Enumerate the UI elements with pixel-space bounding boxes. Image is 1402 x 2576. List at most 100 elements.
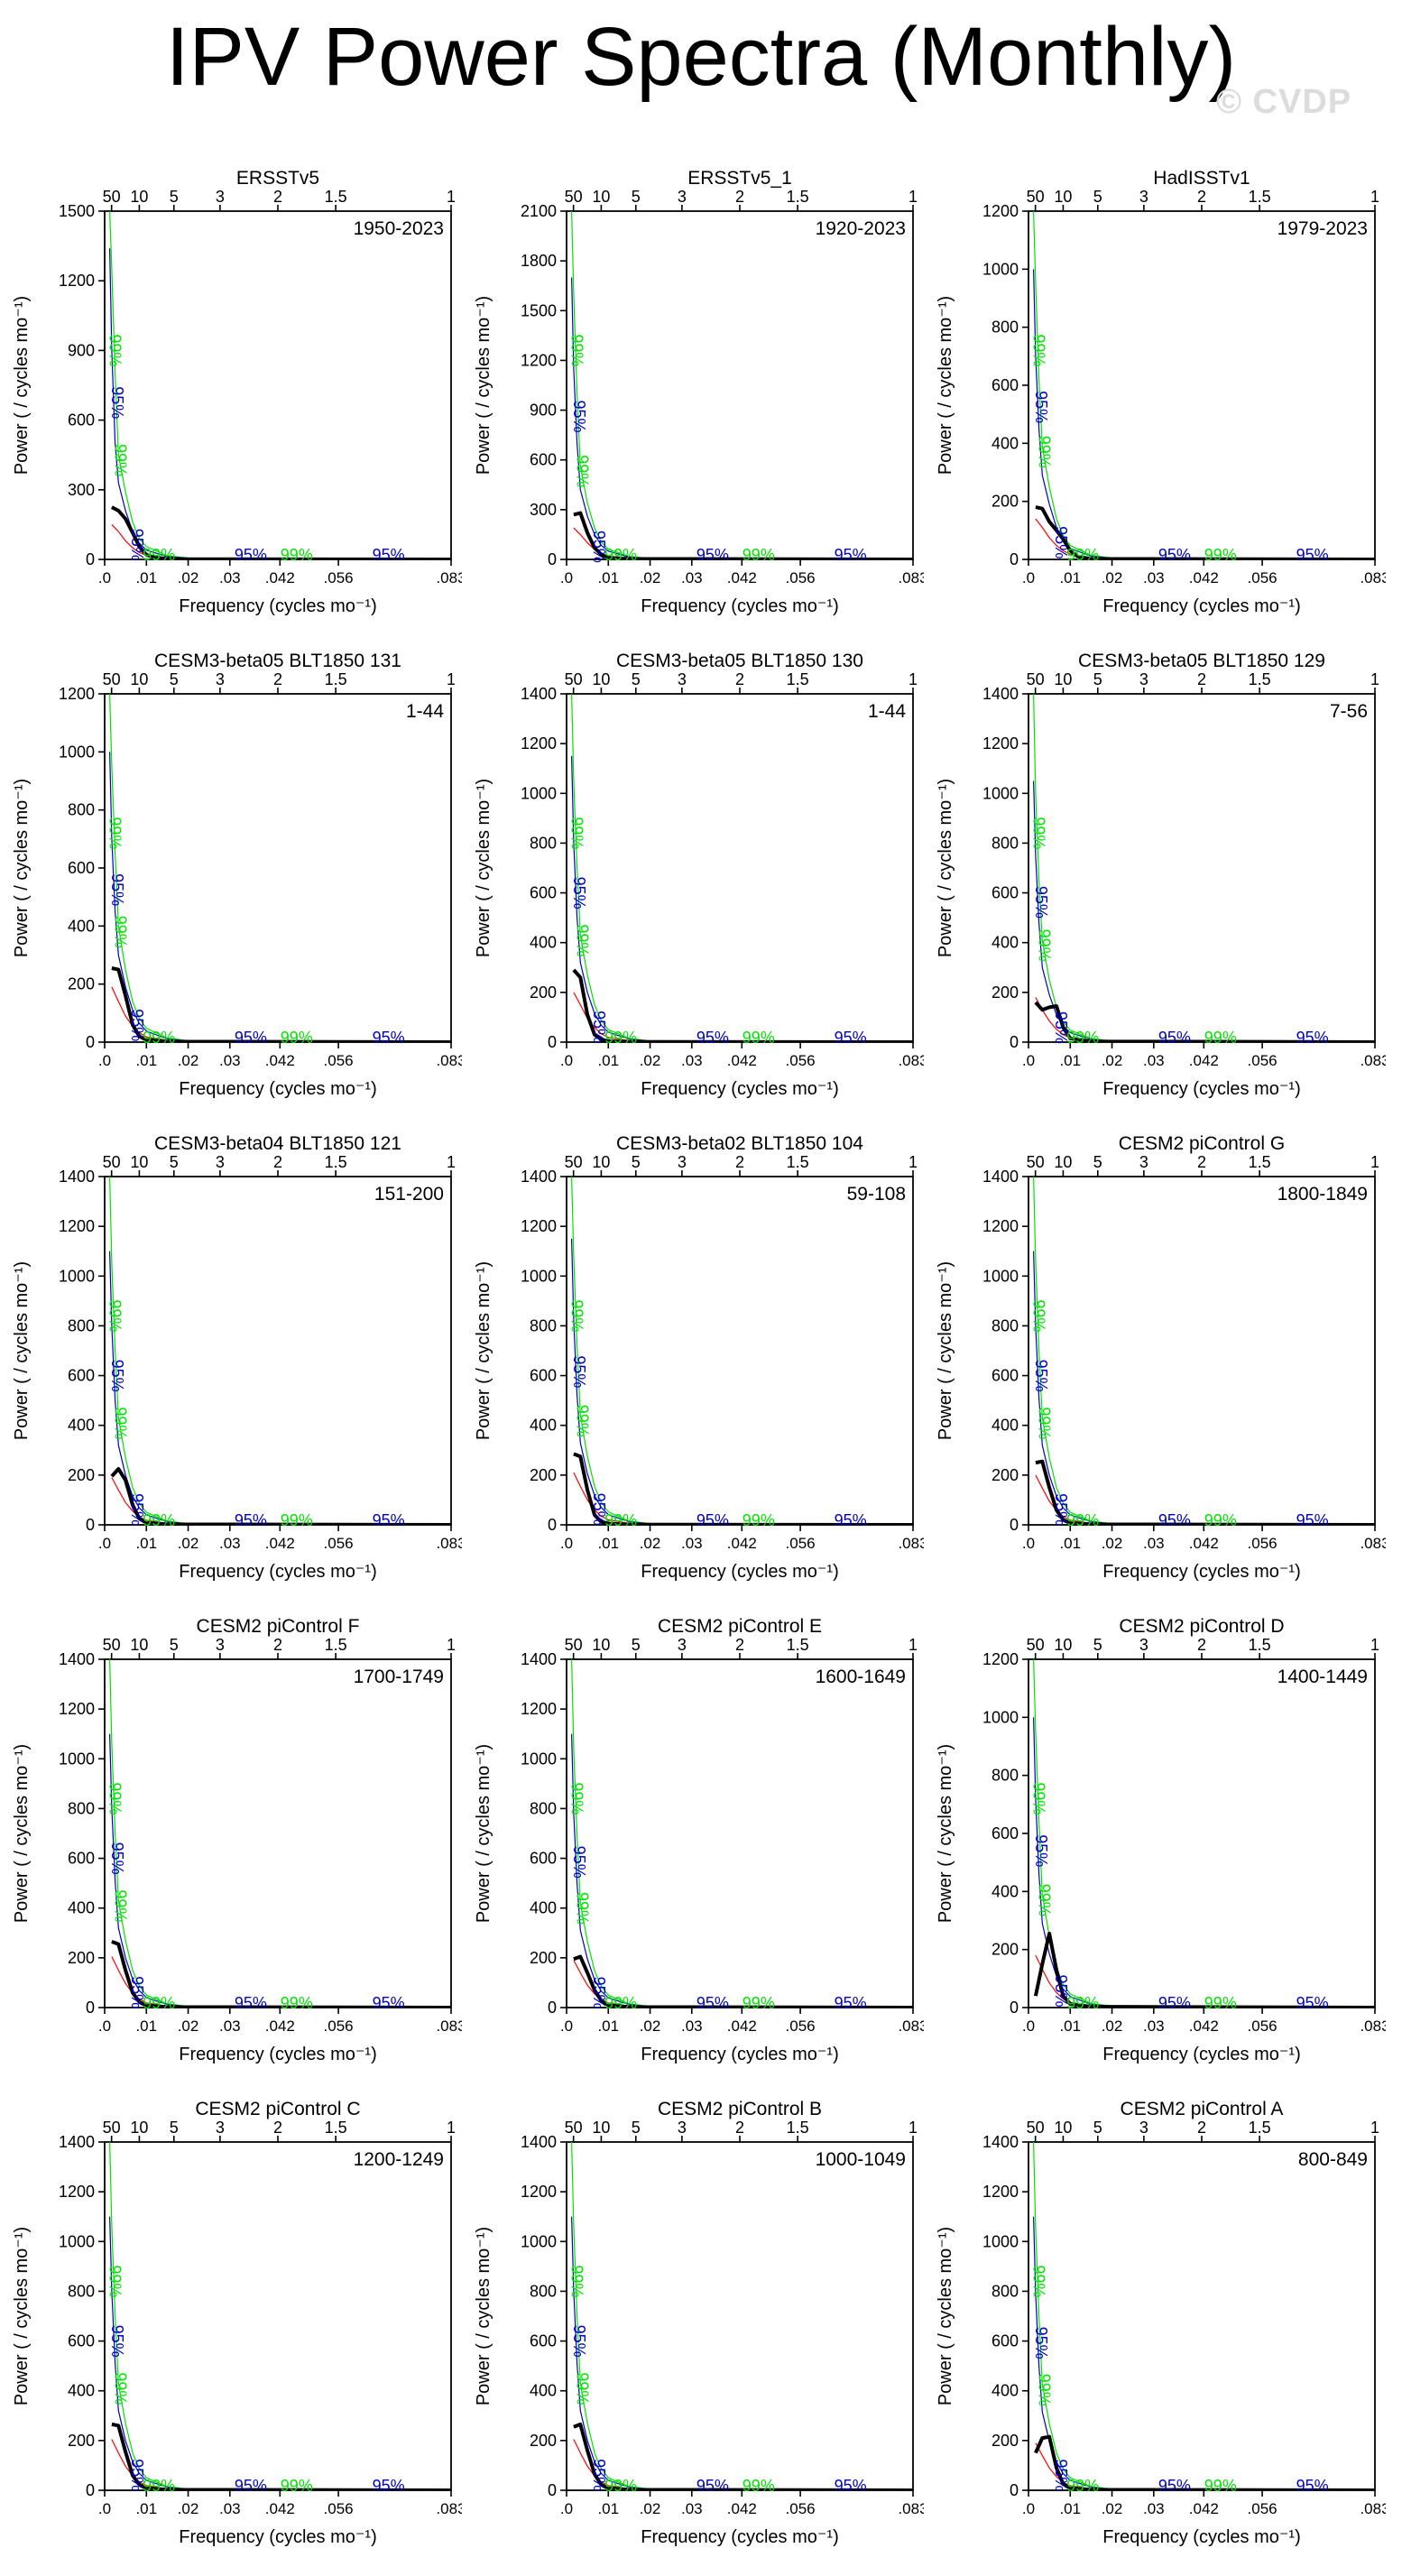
period-tick-label: 5: [632, 670, 641, 688]
sig99-label: 99%: [1204, 1511, 1237, 1529]
sig95-label: 95%: [373, 2477, 405, 2495]
period-tick-label: 10: [130, 188, 148, 206]
sig99-label: 99%: [743, 1511, 775, 1529]
x-tick-label: .03: [219, 2017, 241, 2035]
spectrum-chart: CESM2 piControl A 50 10 5 3 2 1.5 1 .0 .01 .02 .03.…: [936, 2099, 1386, 2547]
y-tick-label: 1200: [59, 2183, 95, 2201]
y-tick-label: 800: [992, 834, 1019, 852]
sig99-label: 99%: [1036, 2374, 1054, 2406]
x-tick-label: .083: [1360, 1535, 1386, 1552]
period-tick-label: 50: [565, 188, 583, 206]
y-axis-label: Power ( / cycles mo⁻¹): [936, 1744, 955, 1923]
y-axis-label: Power ( / cycles mo⁻¹): [936, 1261, 955, 1440]
period-tick-label: 1: [909, 1153, 918, 1171]
x-tick-label: .03: [681, 2017, 703, 2035]
x-tick-label: .056: [324, 1052, 354, 1069]
period-tick-label: 2: [735, 2119, 744, 2137]
power-spectrum-line: [111, 966, 451, 1042]
period-tick-label: 1: [1370, 188, 1379, 206]
period-tick-label: 3: [216, 670, 225, 688]
y-tick-label: 800: [530, 2282, 557, 2300]
x-axis-label: Frequency (cycles mo⁻¹): [179, 2045, 377, 2064]
sig95-label: 95%: [835, 2477, 867, 2495]
sig99-label: 99%: [1030, 334, 1048, 366]
spectrum-chart: ERSSTv5_1 50 10 5 3 2 1.5 1 .0 .01 .02 .03 .042 .056.…: [474, 168, 924, 616]
sig95-label: 95%: [1052, 2459, 1070, 2491]
y-axis-label: Power ( / cycles mo⁻¹): [12, 296, 32, 475]
sig99-label: 99%: [1204, 1029, 1237, 1047]
period-tick-label: 10: [592, 188, 610, 206]
period-tick-label: 2: [735, 188, 744, 206]
sig95-label: 95%: [1032, 1360, 1050, 1392]
period-tick-label: 2: [1197, 670, 1206, 688]
period-tick-label: 50: [1027, 670, 1045, 688]
sig95-label: 95%: [1158, 546, 1191, 564]
y-tick-label: 400: [68, 2382, 95, 2400]
sig99-label: 99%: [743, 1029, 775, 1047]
y-tick-label: 1000: [982, 784, 1019, 802]
sig95-line: [109, 1251, 451, 1525]
y-tick-label: 1000: [982, 1267, 1019, 1285]
y-tick-label: 0: [86, 2481, 95, 2499]
sig95-label: 95%: [835, 546, 867, 564]
period-tick-label: 3: [1139, 1153, 1148, 1171]
x-tick-label: .056: [786, 1052, 816, 1069]
period-label: 1-44: [406, 701, 444, 722]
sig95-line: [571, 277, 913, 559]
x-tick-label: .083: [436, 569, 462, 586]
y-tick-label: 300: [530, 501, 557, 519]
x-tick-label: .083: [898, 1052, 924, 1069]
spectrum-chart: CESM3-beta05 BLT1850 130 50 10 5 3 2 1.5 1 .0 .01…: [474, 651, 924, 1099]
sig99-label: 99%: [106, 817, 125, 849]
sig99-line: [109, 1659, 451, 2008]
spectrum-panel-4: CESM3-beta05 BLT1850 131 50 10 5 3 2 1.5 1 .0 .01…: [0, 645, 462, 1128]
y-tick-label: 400: [992, 434, 1019, 452]
sig95-label: 95%: [128, 2459, 146, 2491]
sig99-label: 99%: [568, 1299, 586, 1332]
period-tick-label: 1.5: [325, 1153, 347, 1171]
x-axis-label: Frequency (cycles mo⁻¹): [179, 1079, 377, 1099]
spectrum-chart: CESM2 piControl B 50 10 5 3 2 1.5 1 .0 .01 .02 .03.…: [474, 2099, 924, 2547]
plot-frame: [1028, 1176, 1376, 1526]
x-axis-label: Frequency (cycles mo⁻¹): [641, 1562, 839, 1582]
y-tick-label: 200: [530, 1466, 557, 1484]
sig95-line: [109, 248, 451, 559]
y-tick-label: 1200: [59, 272, 95, 290]
sig99-label: 99%: [1066, 1511, 1099, 1529]
x-tick-label: .0: [560, 1052, 573, 1069]
period-label: 800-849: [1298, 2149, 1368, 2170]
period-tick-label: 2: [273, 670, 282, 688]
period-tick-label: 3: [1139, 1636, 1148, 1654]
x-tick-label: .02: [178, 569, 199, 586]
x-axis-label: Frequency (cycles mo⁻¹): [641, 596, 839, 616]
y-tick-label: 2100: [521, 202, 557, 220]
y-axis-label: Power ( / cycles mo⁻¹): [936, 779, 955, 957]
x-tick-label: .02: [178, 1535, 199, 1552]
sig95-label: 95%: [373, 1511, 405, 1529]
y-tick-label: 1200: [521, 734, 557, 752]
y-tick-label: 0: [1010, 1033, 1019, 1051]
sig99-label: 99%: [1030, 1782, 1048, 1814]
x-tick-label: .03: [219, 1535, 241, 1552]
y-tick-label: 1400: [59, 2133, 95, 2151]
x-tick-label: .0: [560, 569, 573, 586]
spectrum-panel-2: ERSSTv5_1 50 10 5 3 2 1.5 1 .0 .01 .02 .03 .042 .056.…: [462, 162, 924, 645]
y-axis-label: Power ( / cycles mo⁻¹): [474, 296, 493, 475]
sig95-label: 95%: [108, 1842, 126, 1875]
period-tick-label: 10: [130, 1636, 148, 1654]
y-tick-label: 400: [992, 2382, 1019, 2400]
period-tick-label: 2: [735, 670, 744, 688]
x-tick-label: .01: [597, 1052, 619, 1069]
power-spectrum-line: [110, 1467, 451, 1525]
x-tick-label: .01: [1059, 2017, 1081, 2035]
period-tick-label: 1: [1370, 1636, 1379, 1654]
y-tick-label: 800: [68, 2282, 95, 2300]
sig95-label: 95%: [235, 1511, 267, 1529]
period-tick-label: 10: [130, 1153, 148, 1171]
x-tick-label: .042: [1189, 2500, 1219, 2517]
period-tick-label: 5: [170, 1153, 179, 1171]
sig95-line: [571, 2216, 913, 2490]
sig95-label: 95%: [696, 1994, 729, 2012]
period-label: 151-200: [374, 1184, 444, 1205]
spectrum-chart: CESM3-beta04 BLT1850 121 50 10 5 3 2 1.5 1 .0 .01…: [12, 1133, 462, 1582]
